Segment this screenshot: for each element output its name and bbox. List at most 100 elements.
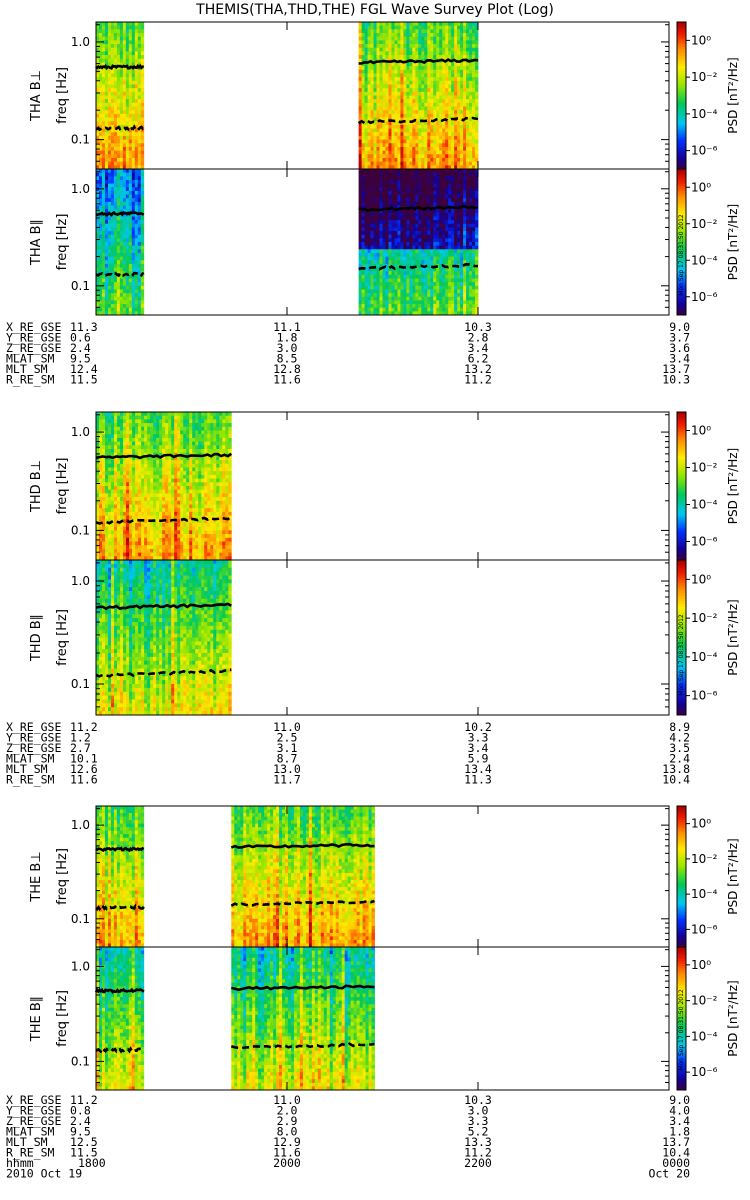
- colorbar-cell: [677, 857, 686, 861]
- colorbar-cell: [677, 215, 686, 219]
- colorbar-cell: [677, 503, 686, 507]
- colorbar-cell: [677, 73, 686, 77]
- colorbar-cell: [677, 937, 686, 941]
- spectrogram-block: [94, 947, 145, 1091]
- colorbar-cell: [677, 429, 686, 433]
- panel-label: THD B∥: [29, 614, 44, 662]
- colorbar-cell: [677, 63, 686, 67]
- colorbar-cell: [677, 1025, 686, 1029]
- ephemeris-value: 11.2: [464, 1146, 492, 1160]
- colorbar-cell: [677, 463, 686, 467]
- colorbar-cell: [677, 585, 686, 589]
- colorbar-cell: [677, 110, 686, 114]
- gyrofrequency-line: [230, 842, 375, 849]
- colorbar-cell: [677, 1006, 686, 1010]
- ephemeris-value: 11.6: [273, 373, 301, 387]
- colorbar-cell: [677, 68, 686, 72]
- colorbar-cell: [677, 663, 686, 667]
- panel-label: THE B∥: [29, 996, 44, 1042]
- ephemeris-row-name: Y_RE_GSE: [6, 1104, 61, 1118]
- colorbar-cell: [677, 115, 686, 119]
- gyrofrequency-half-line: [95, 124, 145, 132]
- colorbar-label: PSD [nT²/Hz]: [726, 838, 740, 914]
- colorbar-cell: [677, 300, 686, 304]
- colorbar-cell: [677, 869, 686, 873]
- colorbar: [676, 21, 690, 170]
- gyrofrequency-half-line: [230, 1042, 375, 1050]
- y-tick-label: 0.1: [71, 912, 90, 926]
- colorbar-cell: [677, 874, 686, 877]
- colorbar-cell: [677, 928, 686, 932]
- colorbar-cell: [677, 142, 686, 145]
- ephemeris-value: 13.0: [273, 762, 301, 776]
- colorbar-cell: [677, 895, 686, 899]
- gyrofrequency-line: [95, 63, 145, 70]
- colorbar-cell: [677, 966, 686, 969]
- ephemeris-value: 3.4: [468, 741, 489, 755]
- colorbar-cell: [677, 446, 686, 450]
- colorbar-cell: [677, 845, 686, 849]
- colorbar-cell: [677, 958, 686, 962]
- colorbar-cell: [677, 678, 686, 682]
- colorbar-cell: [677, 207, 686, 211]
- colorbar-cell: [677, 596, 686, 600]
- colorbar-cell: [677, 532, 686, 536]
- colorbar-cell: [677, 183, 686, 187]
- spectrogram-block: [358, 169, 479, 316]
- ephemeris-value: 11.6: [273, 1146, 301, 1160]
- colorbar-cell: [677, 312, 686, 316]
- ephemeris-row-name: X_RE_GSE: [6, 1093, 61, 1107]
- colorbar-cell: [677, 419, 686, 423]
- colorbar-cell: [677, 881, 686, 885]
- y-tick-label: 0.1: [71, 677, 90, 691]
- colorbar-cell: [677, 668, 686, 672]
- spectrogram-panel: [95, 21, 670, 170]
- colorbar-cell: [677, 1070, 686, 1074]
- ephemeris-value: 3.4: [669, 1114, 690, 1128]
- colorbar-cell: [677, 100, 686, 104]
- colorbar-cell: [677, 227, 686, 231]
- ephemeris-value: 0.6: [70, 331, 91, 345]
- colorbar-cell: [677, 963, 686, 967]
- ephemeris-value: 9.0: [669, 320, 690, 334]
- colorbar-cell: [677, 421, 686, 425]
- colorbar-cell: [677, 907, 686, 910]
- colorbar-cell: [677, 707, 686, 711]
- colorbar-cell: [677, 237, 686, 241]
- colorbar-cell: [677, 1085, 686, 1089]
- colorbar-cell: [677, 810, 686, 814]
- colorbar-cell: [677, 855, 686, 859]
- colorbar-tick-label: 10⁻²: [691, 217, 718, 231]
- colorbar-cell: [677, 102, 686, 106]
- colorbar-cell: [677, 838, 686, 842]
- colorbar-cell: [677, 603, 686, 607]
- colorbar-cell: [677, 914, 686, 917]
- colorbar-cell: [677, 29, 686, 33]
- colorbar-cell: [677, 871, 686, 875]
- colorbar-cell: [677, 293, 686, 297]
- colorbar-label: PSD [nT²/Hz]: [726, 448, 740, 524]
- ephemeris-row-name: MLT_SM: [6, 762, 48, 776]
- colorbar-cell: [677, 632, 686, 636]
- colorbar-tick-label: 10⁻⁴: [691, 498, 718, 512]
- colorbar-cell: [677, 510, 686, 514]
- colorbar-cell: [677, 1068, 686, 1072]
- colorbar-cell: [677, 1042, 686, 1046]
- colorbar-cell: [677, 947, 686, 950]
- ephemeris-value: 6.2: [468, 352, 489, 366]
- gyrofrequency-line: [95, 452, 233, 460]
- colorbar-cell: [677, 1044, 686, 1048]
- colorbar-cell: [677, 48, 686, 52]
- panel-label: THE B⊥: [29, 851, 44, 902]
- ephemeris-value: 3.1: [277, 741, 298, 755]
- ephemeris-value: 9.5: [70, 352, 91, 366]
- colorbar-cell: [677, 547, 686, 551]
- colorbar-cell: [677, 583, 686, 587]
- ephemeris-row-name: MLAT_SM: [6, 752, 55, 766]
- colorbar-cell: [677, 441, 686, 445]
- colorbar-cell: [677, 565, 686, 569]
- colorbar: [676, 411, 690, 561]
- colorbar-cell: [677, 41, 686, 45]
- colorbar-cell: [677, 246, 686, 250]
- colorbar-cell: [677, 278, 686, 282]
